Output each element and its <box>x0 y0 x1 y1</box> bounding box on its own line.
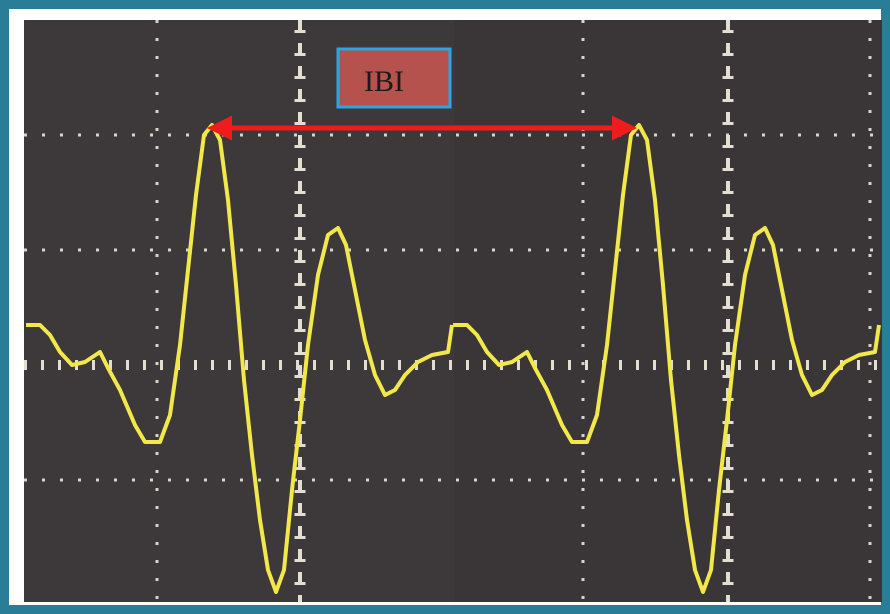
ibi-label: IBI <box>364 65 404 98</box>
page: IBI (() => { const data = JSON.parse(doc… <box>0 0 890 614</box>
oscilloscope-figure: IBI <box>0 0 890 614</box>
